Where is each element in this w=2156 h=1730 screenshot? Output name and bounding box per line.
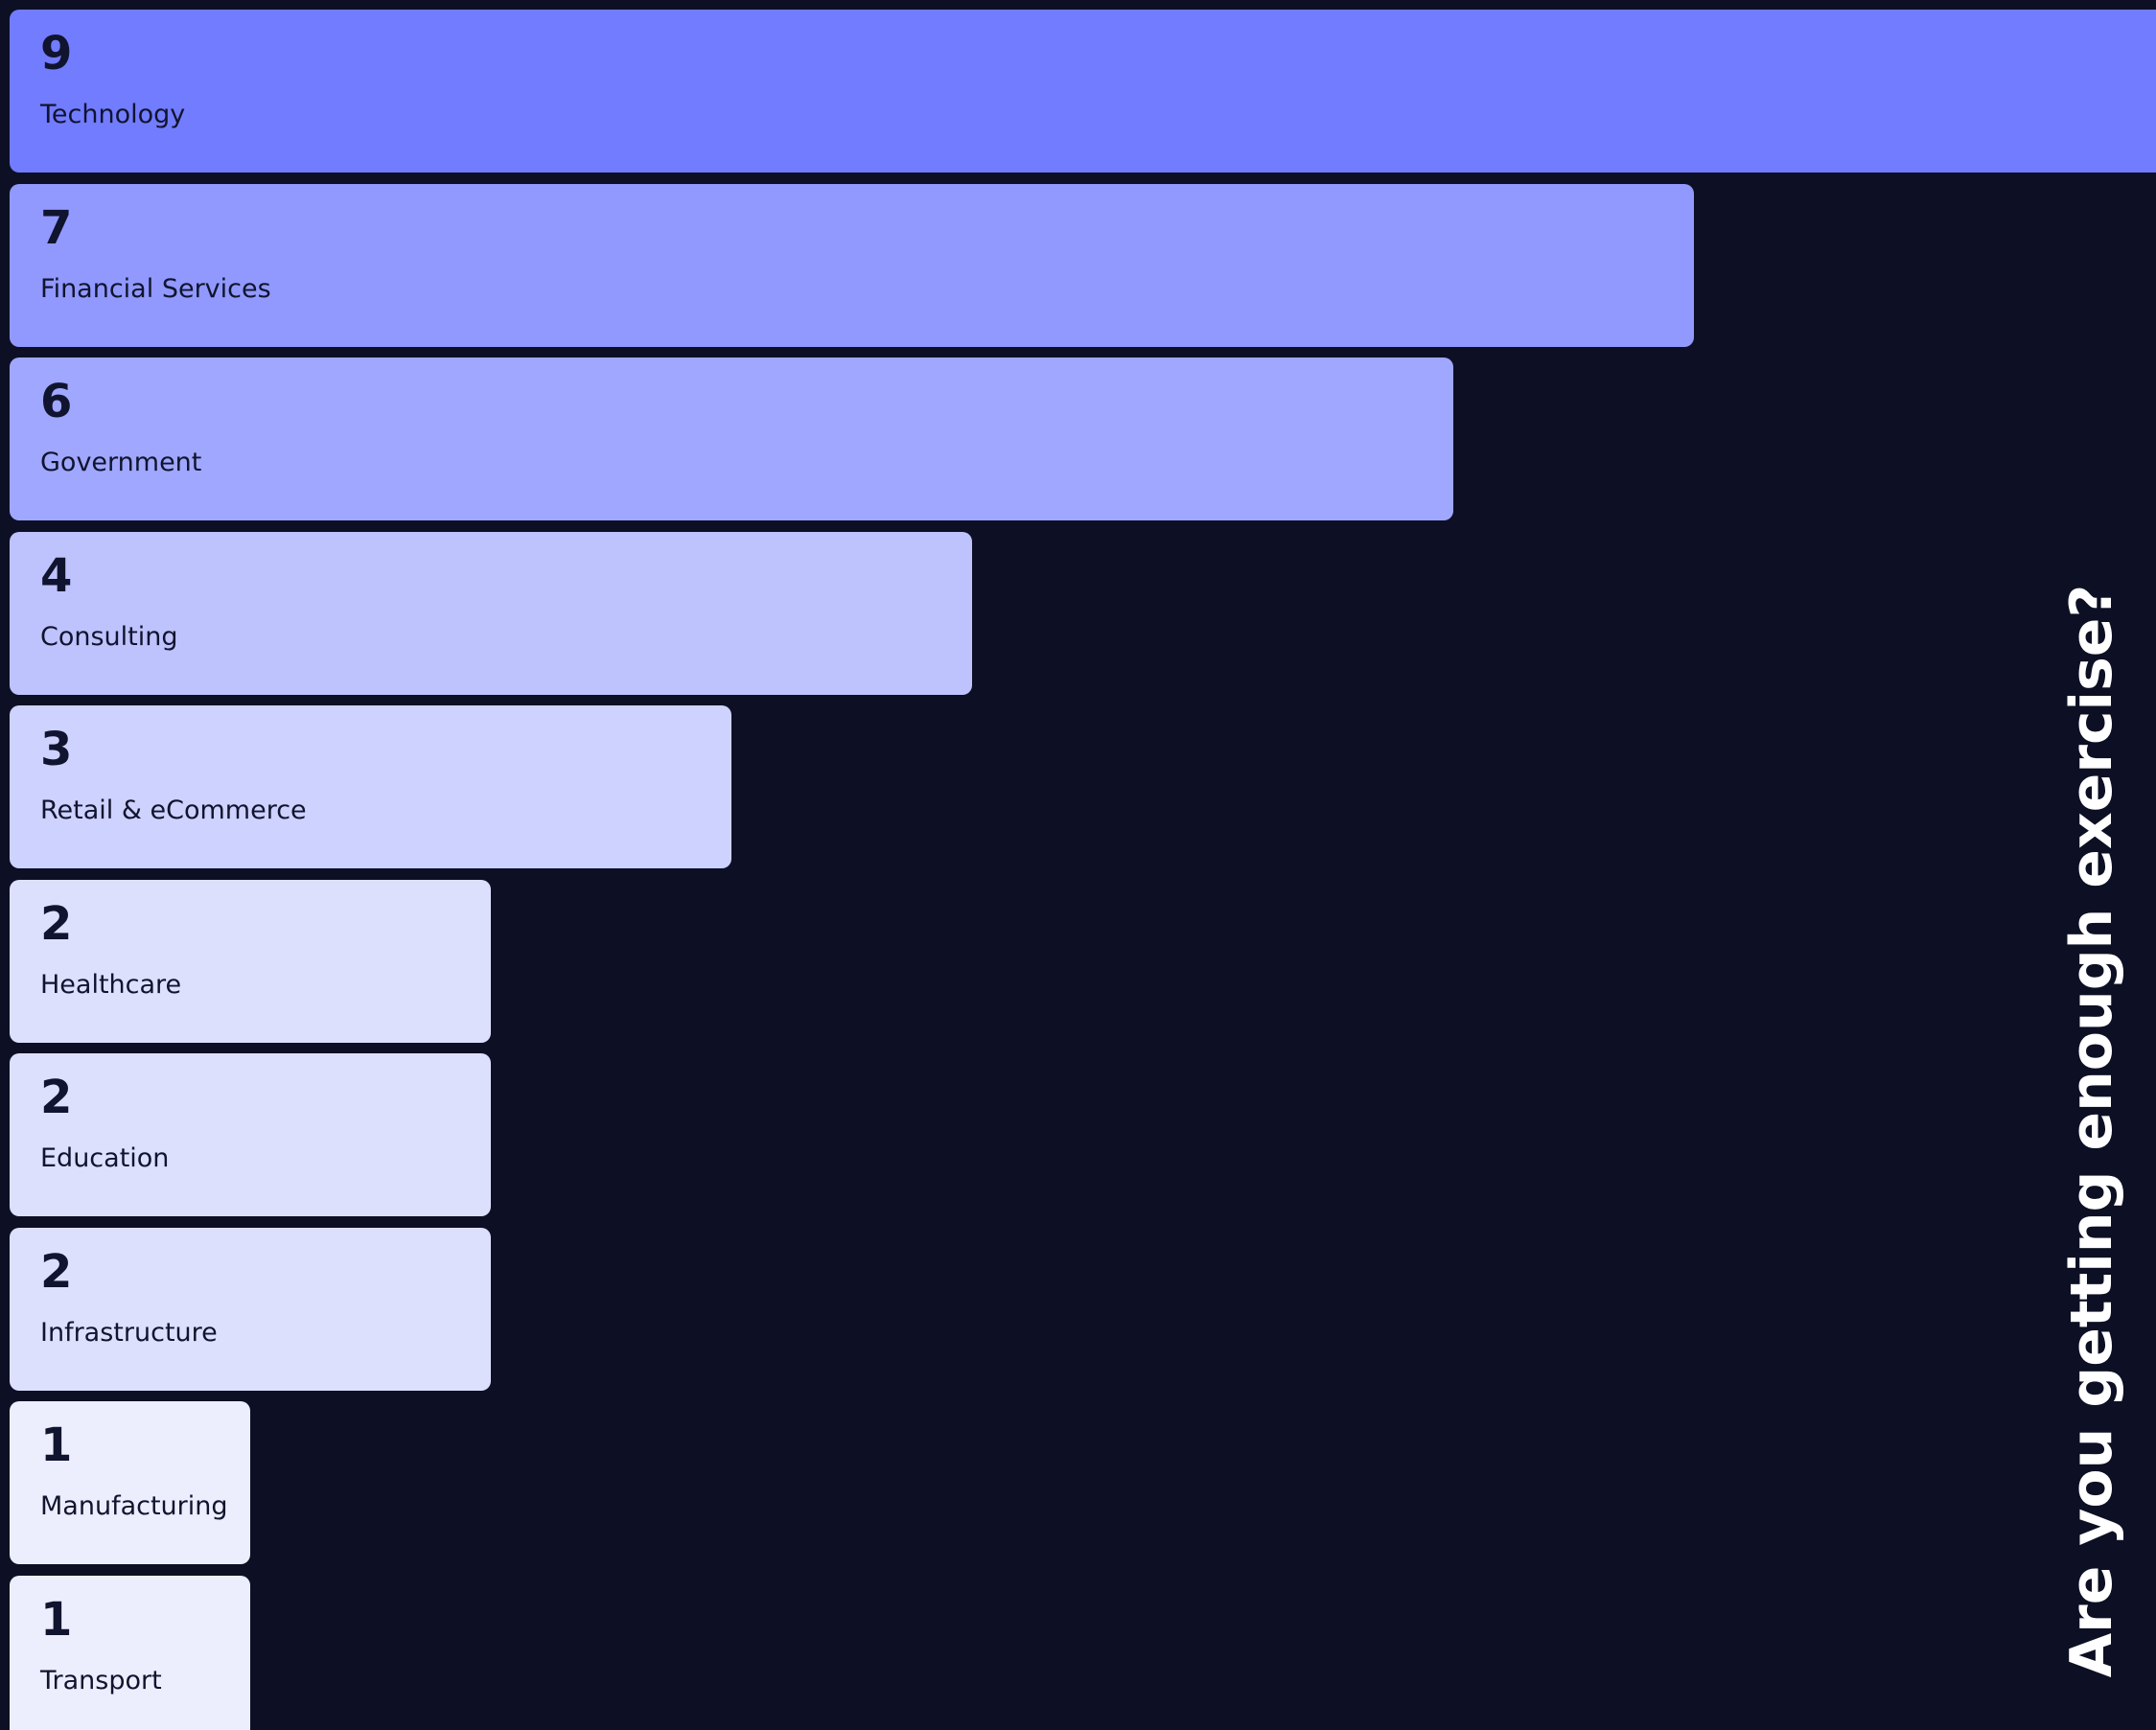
bar-category-label: Retail & eCommerce [40, 796, 307, 825]
bar-value-label: 3 [40, 723, 73, 776]
bar-category-label: Education [40, 1143, 170, 1173]
bar-value-label: 2 [40, 896, 73, 951]
bar-category-label: Healthcare [40, 969, 182, 1000]
bar: 9 Technology [10, 10, 2156, 173]
bar-value-label: 9 [40, 27, 73, 81]
bar: 1 Manufacturing [10, 1401, 250, 1564]
bar-category-label: Technology [40, 100, 186, 129]
bar-value-label: 1 [40, 1592, 73, 1647]
bar-category-label: Financial Services [40, 273, 271, 304]
bar: 2 Infrastructure [10, 1227, 491, 1391]
bar-value-label: 7 [40, 200, 73, 255]
bar: 1 Transport [10, 1575, 250, 1730]
bar: 4 Consulting [10, 531, 972, 695]
bar-category-label: Consulting [40, 621, 178, 652]
bar: 6 Government [10, 358, 1453, 520]
bar-category-label: Infrastructure [40, 1317, 218, 1348]
bar: 3 Retail & eCommerce [10, 705, 731, 868]
bar: 2 Education [10, 1053, 491, 1216]
bar-value-label: 2 [40, 1244, 73, 1299]
chart-title: Are you getting enough exercise? [2058, 584, 2125, 1678]
bar-value-label: 4 [40, 548, 73, 603]
bar-category-label: Transport [40, 1665, 162, 1695]
bar-category-label: Government [40, 448, 202, 477]
bar-value-label: 2 [40, 1071, 73, 1124]
bar-value-label: 6 [40, 375, 73, 428]
bar-category-label: Manufacturing [40, 1491, 228, 1521]
bar: 7 Financial Services [10, 183, 1694, 347]
bar-value-label: 1 [40, 1419, 73, 1472]
bar: 2 Healthcare [10, 879, 491, 1043]
